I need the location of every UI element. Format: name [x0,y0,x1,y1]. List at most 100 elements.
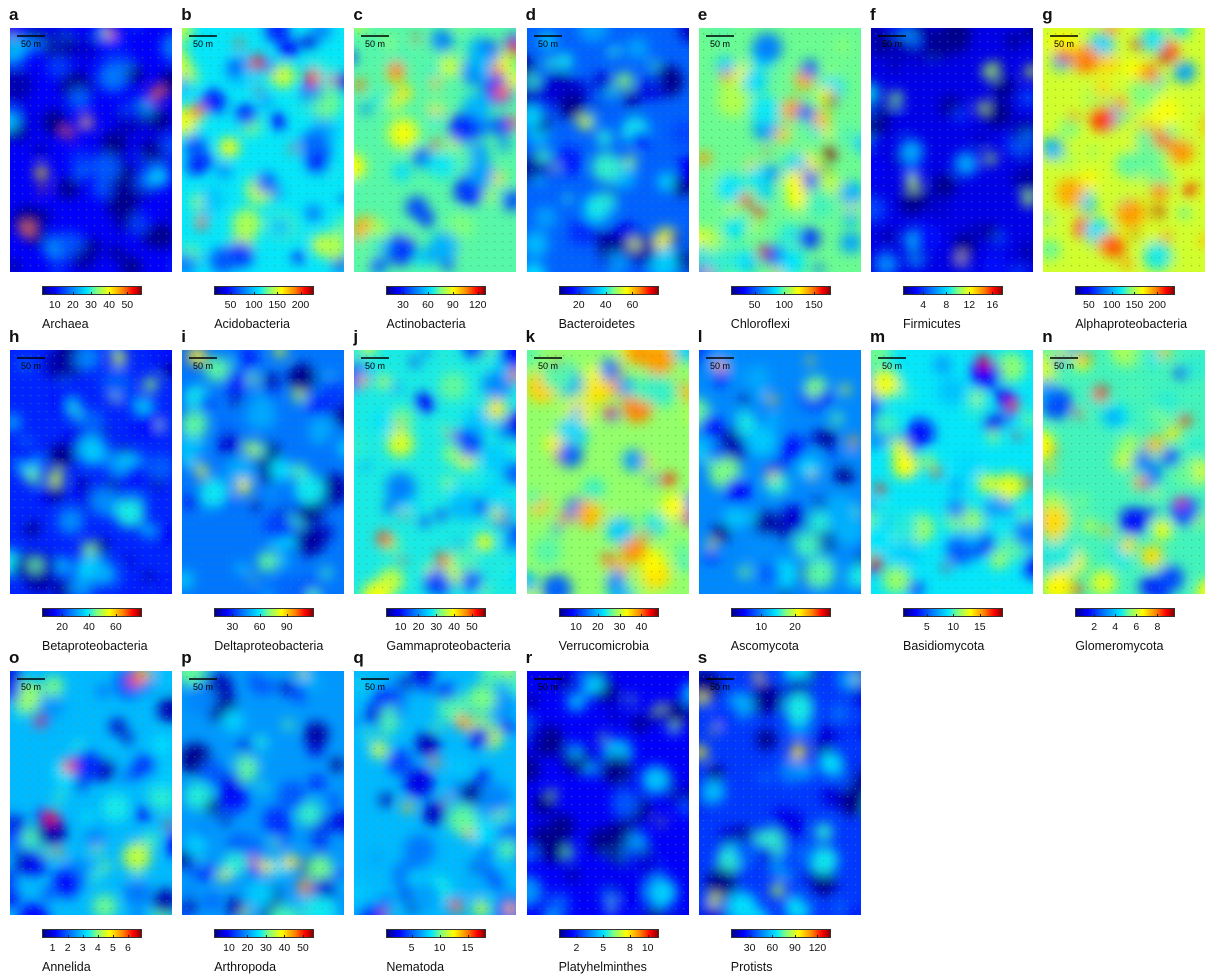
heatmap-hotspot [432,139,442,149]
heatmap-blob [1088,147,1099,158]
heatmap-blob [1107,412,1118,423]
heatmap-blob [199,252,210,263]
scale-bar-label: 50 m [21,682,41,692]
heatmap-blob [605,516,634,545]
scale-bar-label: 50 m [538,361,558,371]
colorbar-tick-label: 16 [987,299,999,311]
heatmap-blob [1115,152,1140,177]
heatmap-blob [609,712,619,722]
heatmap-blob [264,386,277,399]
panel-letter: j [353,328,358,345]
colorbar [1075,286,1175,295]
heatmap-blob [443,444,462,463]
scale-bar-label: 50 m [365,361,385,371]
heatmap-blob [972,391,984,403]
heatmap-blob [1170,140,1194,164]
heatmap-blob [423,802,447,826]
heatmap-hotspot [297,880,311,894]
heatmap-blob [840,232,861,253]
heatmap-blob [256,172,277,193]
heatmap-hotspot [823,146,837,160]
colorbar-tick-label: 10 [49,299,61,311]
colorbar-tick-label: 6 [1133,621,1139,633]
colorbar-tick-label: 10 [642,942,654,954]
heatmap-blob [736,830,746,840]
heatmap-blob [14,442,38,466]
heatmap-hotspot [1050,447,1058,455]
colorbar [731,608,831,617]
heatmap-blob [701,780,725,804]
heatmap-blob [260,95,272,107]
colorbar-tick-mark [418,614,419,617]
heatmap-hotspot [1131,231,1139,239]
heatmap-svg: 50 m [527,28,689,272]
heatmap-blob [1161,232,1172,243]
heatmap-blob [830,704,849,723]
heatmap-hotspot [977,354,992,369]
colorbar-tick-mark [927,614,928,617]
heatmap-svg: 50 m [182,28,344,272]
heatmap-blob [476,771,490,785]
heatmap-svg: 50 m [354,671,516,915]
colorbar-tick-mark [755,292,756,295]
heatmap-hotspot [29,559,42,572]
colorbar-tick-label: 100 [1103,299,1121,311]
heatmap-hotspot [357,376,369,388]
heatmap-blob [371,94,384,107]
heatmap-map: 50 m [527,671,689,915]
colorbar-tick-mark [817,935,818,938]
scale-bar-label: 50 m [710,682,730,692]
heatmap-blob [1006,33,1022,49]
heatmap-blob [204,894,219,909]
colorbar-tick-label: 40 [636,621,648,633]
heatmap-blob [1124,60,1143,79]
heatmap-blob [746,425,777,456]
heatmap-hotspot [890,92,903,105]
colorbar-tick-mark [229,935,230,938]
panel-letter: k [526,328,535,345]
heatmap-hotspot [354,79,366,91]
heatmap-blob [1141,545,1164,568]
colorbar-tick-label: 5 [110,942,116,954]
heatmap-blob [378,376,391,389]
colorbar-tick-label: 8 [943,299,949,311]
heatmap-blob [794,532,820,558]
heatmap-blob [277,836,290,849]
heatmap-blob [626,233,657,264]
heatmap-blob [1131,385,1140,394]
heatmap-hotspot [397,422,403,428]
heatmap-blob [294,896,308,910]
heatmap-blob [815,823,833,841]
heatmap-svg: 50 m [871,28,1033,272]
heatmap-blob [949,250,972,272]
colorbar-tick-label: 150 [268,299,286,311]
colorbar [42,608,142,617]
heatmap-hotspot [22,223,33,234]
colorbar-tick-label: 30 [744,942,756,954]
heatmap-blob [543,57,554,68]
heatmap-blob [200,478,228,506]
heatmap-blob [499,719,515,735]
colorbar-tick-label: 30 [614,621,626,633]
colorbar-tick-mark [231,292,232,295]
heatmap-blob [390,407,414,431]
heatmap-blob [58,178,79,199]
heatmap-blob [240,71,251,82]
heatmap-blob [439,372,468,401]
colorbar-tick-mark [478,292,479,295]
heatmap-hotspot [771,884,784,897]
heatmap-blob [1126,111,1134,119]
heatmap-hotspot [658,819,664,825]
heatmap-blob [469,48,495,74]
heatmap-blob [295,526,325,556]
heatmap-blob [437,509,448,520]
heatmap-blob [623,91,640,108]
heatmap-hotspot [413,36,420,43]
heatmap-blob [398,675,413,690]
heatmap-blob [460,782,482,804]
heatmap-hotspot [35,720,43,728]
heatmap-blob [307,54,320,67]
